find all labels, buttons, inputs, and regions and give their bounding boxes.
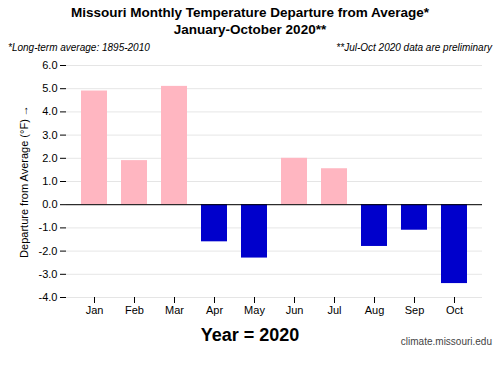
svg-text:Jan: Jan [86,304,104,316]
svg-text:May: May [244,304,265,316]
html-text:January-October 2020**: January-October 2020** [173,22,327,37]
html-text:Missouri Monthly Temperature D: Missouri Monthly Temperature Departure f… [71,5,429,20]
html-text:Year = 2020: Year = 2020 [200,325,300,345]
svg-text:Mar: Mar [165,304,184,316]
svg-text:Aug: Aug [365,304,385,316]
svg-text:6.0: 6.0 [42,59,57,71]
html-text:*Long-term average: 1895-2010: *Long-term average: 1895-2010 [8,42,150,53]
svg-text:0.0: 0.0 [42,198,57,210]
svg-text:Sep: Sep [405,304,425,316]
svg-text:1.0: 1.0 [42,175,57,187]
svg-text:Jun: Jun [286,304,304,316]
svg-text:3.0: 3.0 [42,129,57,141]
svg-text:Departure from Average (°F) →: Departure from Average (°F) → [18,105,30,258]
svg-text:Apr: Apr [206,304,223,316]
svg-text:Feb: Feb [125,304,144,316]
svg-text:Jul: Jul [327,304,341,316]
svg-text:5.0: 5.0 [42,82,57,94]
svg-text:4.0: 4.0 [42,105,57,117]
svg-text:2.0: 2.0 [42,152,57,164]
svg-text:-2.0: -2.0 [39,245,58,257]
html-text:**Jul-Oct 2020 data are prelim: **Jul-Oct 2020 data are preliminary [336,42,492,53]
html-text:climate.missouri.edu: climate.missouri.edu [400,336,492,347]
svg-text:Oct: Oct [446,304,463,316]
svg-text:-4.0: -4.0 [39,291,58,303]
svg-text:-3.0: -3.0 [39,268,58,280]
svg-text:-1.0: -1.0 [39,221,58,233]
